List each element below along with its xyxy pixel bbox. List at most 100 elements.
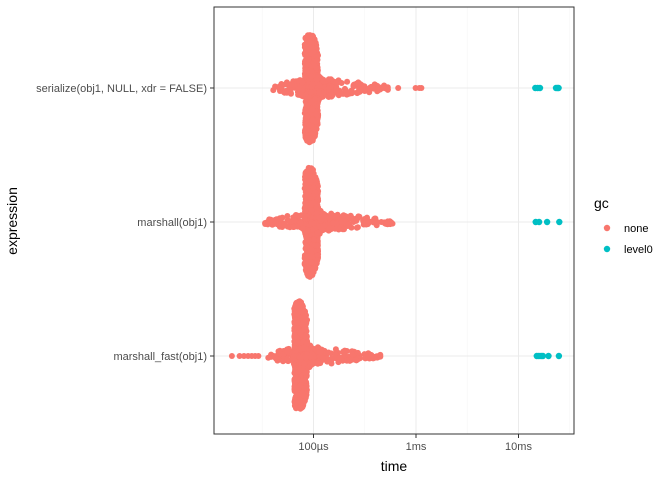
point: [296, 77, 303, 84]
point: [309, 266, 316, 273]
point: [314, 52, 321, 59]
point: [304, 135, 310, 142]
point: [312, 96, 319, 102]
point: [272, 216, 279, 223]
point: [302, 200, 309, 207]
point: [302, 384, 309, 391]
point: [313, 57, 320, 64]
point: [310, 184, 317, 191]
point: [300, 225, 306, 232]
point: [306, 165, 312, 172]
point: [354, 349, 361, 356]
point: [291, 217, 298, 224]
point: [301, 326, 308, 333]
point: [308, 253, 315, 260]
point: [302, 377, 309, 384]
point: [310, 33, 317, 40]
point: [292, 310, 299, 317]
point: [305, 32, 311, 39]
series-none-1: [270, 32, 425, 146]
point: [375, 87, 382, 94]
gc-point: [555, 84, 562, 92]
point: [304, 191, 311, 198]
point: [289, 356, 296, 363]
gc-point: [543, 218, 551, 226]
point: [330, 220, 337, 226]
point: [308, 73, 315, 80]
point: [295, 338, 301, 345]
point: [383, 85, 390, 92]
point: [284, 213, 291, 219]
point: [311, 62, 318, 69]
point: [304, 113, 311, 120]
point: [297, 220, 304, 226]
point: [318, 216, 325, 222]
legend-key-level0: [603, 245, 611, 253]
point: [297, 399, 304, 406]
point: [361, 83, 368, 90]
point: [347, 212, 354, 219]
x-tick-label: 1ms: [406, 441, 427, 453]
point: [345, 221, 352, 228]
point: [306, 122, 313, 129]
point: [319, 354, 326, 361]
point: [305, 56, 312, 63]
point: [338, 80, 345, 86]
point: [298, 91, 305, 98]
point: [309, 106, 316, 113]
point: [304, 172, 311, 179]
point: [302, 369, 309, 376]
point: [310, 48, 317, 55]
point: [341, 226, 347, 233]
point: [303, 126, 310, 133]
point: [296, 213, 303, 220]
point: [309, 81, 316, 87]
y-tick-label: marshall_fast(obj1): [113, 351, 207, 363]
outlier-point: [395, 85, 402, 91]
point: [321, 89, 328, 96]
point: [295, 319, 301, 326]
point: [354, 224, 361, 231]
point: [350, 83, 357, 90]
y-tick-label: serialize(obj1, NULL, xdr = FALSE): [36, 83, 207, 95]
point: [284, 348, 291, 355]
point: [314, 257, 321, 264]
point: [314, 210, 320, 217]
point: [360, 221, 367, 228]
point: [281, 89, 288, 96]
data-marks: [228, 32, 563, 412]
point: [308, 44, 315, 51]
gc-point: [555, 352, 563, 360]
point: [294, 391, 300, 398]
point: [288, 90, 294, 97]
point: [316, 349, 323, 356]
gc-point: [545, 352, 552, 360]
point: [336, 354, 343, 361]
point: [364, 214, 370, 221]
x-tick-label: 10ms: [505, 441, 532, 453]
point: [368, 352, 375, 359]
point: [326, 225, 333, 232]
x-axis-title: time: [381, 458, 408, 474]
point: [270, 352, 276, 359]
point: [313, 76, 320, 83]
point: [366, 85, 373, 92]
point: [288, 81, 295, 88]
point: [311, 236, 317, 243]
point: [316, 89, 322, 96]
outlier-point: [418, 85, 425, 91]
y-axis-title: expression: [4, 187, 20, 255]
point: [332, 79, 339, 86]
x-tick-label: 100µs: [298, 441, 329, 453]
point: [328, 355, 335, 362]
point: [356, 213, 363, 220]
point: [344, 78, 351, 85]
point: [308, 89, 315, 96]
gc-point: [536, 84, 544, 92]
point: [281, 220, 288, 227]
point: [377, 351, 384, 358]
point: [308, 207, 315, 214]
point: [325, 349, 332, 356]
point: [290, 224, 297, 230]
